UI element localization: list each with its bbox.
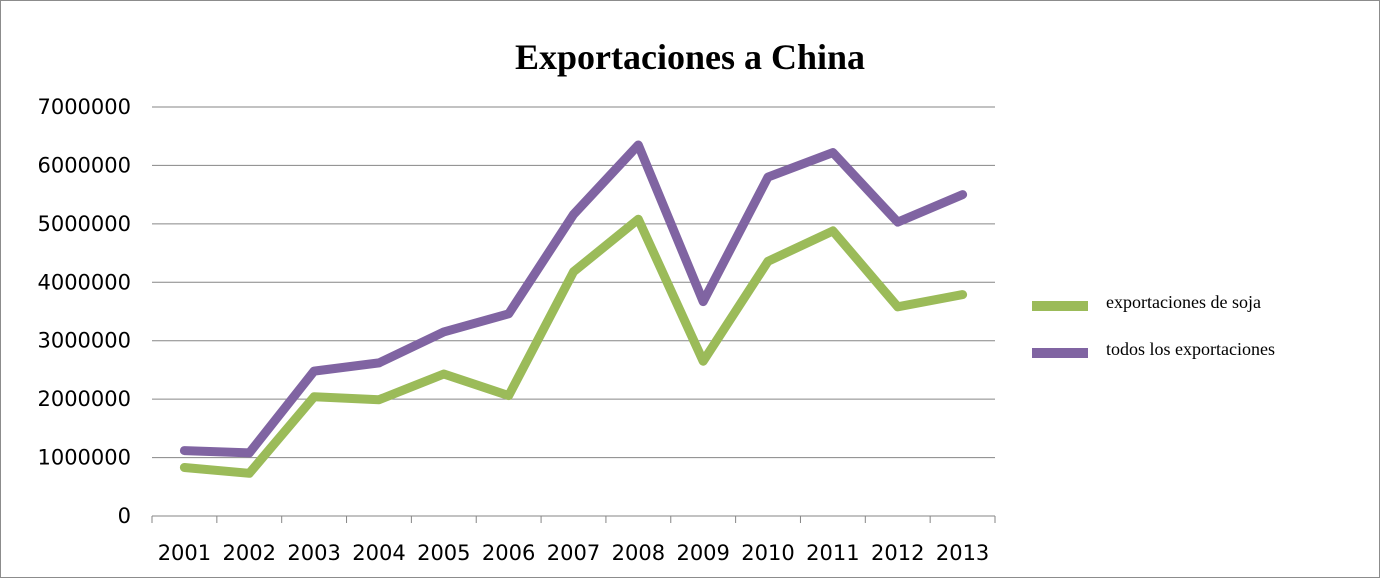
legend-item-soja: exportaciones de soja: [1032, 292, 1352, 316]
legend-swatch-todos: [1032, 348, 1088, 358]
x-tick-label: 2010: [741, 541, 794, 565]
legend-item-todos: todos los exportaciones: [1032, 339, 1352, 363]
x-tick-label: 2005: [417, 541, 470, 565]
legend-swatch-soja: [1032, 301, 1088, 311]
x-tick-label: 2004: [352, 541, 405, 565]
axes: [151, 515, 996, 523]
legend-label-todos: todos los exportaciones: [1106, 339, 1275, 359]
gridlines: [152, 106, 995, 459]
x-tick-label: 2002: [223, 541, 276, 565]
y-tick-label: 6000000: [37, 153, 131, 177]
series-line-soja: [179, 214, 968, 478]
x-tick-label: 2012: [871, 541, 924, 565]
x-tick-label: 2001: [158, 541, 211, 565]
y-tick-labels: 0 1000000 2000000 3000000 4000000 5000000 6000…: [37, 95, 131, 528]
series-lines: [179, 140, 968, 478]
y-tick-label: 0: [118, 504, 131, 528]
y-tick-label: 4000000: [37, 270, 131, 294]
x-tick-label: 2008: [612, 541, 665, 565]
x-tick-labels: 2001 2002 2003 2004 2005 2006 2007 2008 2009 2010…: [158, 541, 990, 565]
x-tick-label: 2011: [806, 541, 859, 565]
legend-label-soja: exportaciones de soja: [1106, 292, 1261, 312]
x-tick-label: 2003: [287, 541, 340, 565]
y-tick-label: 7000000: [37, 95, 131, 119]
y-tick-label: 2000000: [37, 387, 131, 411]
y-tick-label: 1000000: [37, 446, 131, 470]
y-tick-label: 5000000: [37, 212, 131, 236]
series-line-todos: [179, 140, 968, 458]
x-tick-label: 2006: [482, 541, 535, 565]
x-tick-label: 2013: [936, 541, 989, 565]
y-tick-label: 3000000: [37, 329, 131, 353]
x-tick-label: 2009: [676, 541, 729, 565]
chart-title: Exportaciones a China: [514, 37, 866, 77]
x-tick-label: 2007: [547, 541, 600, 565]
